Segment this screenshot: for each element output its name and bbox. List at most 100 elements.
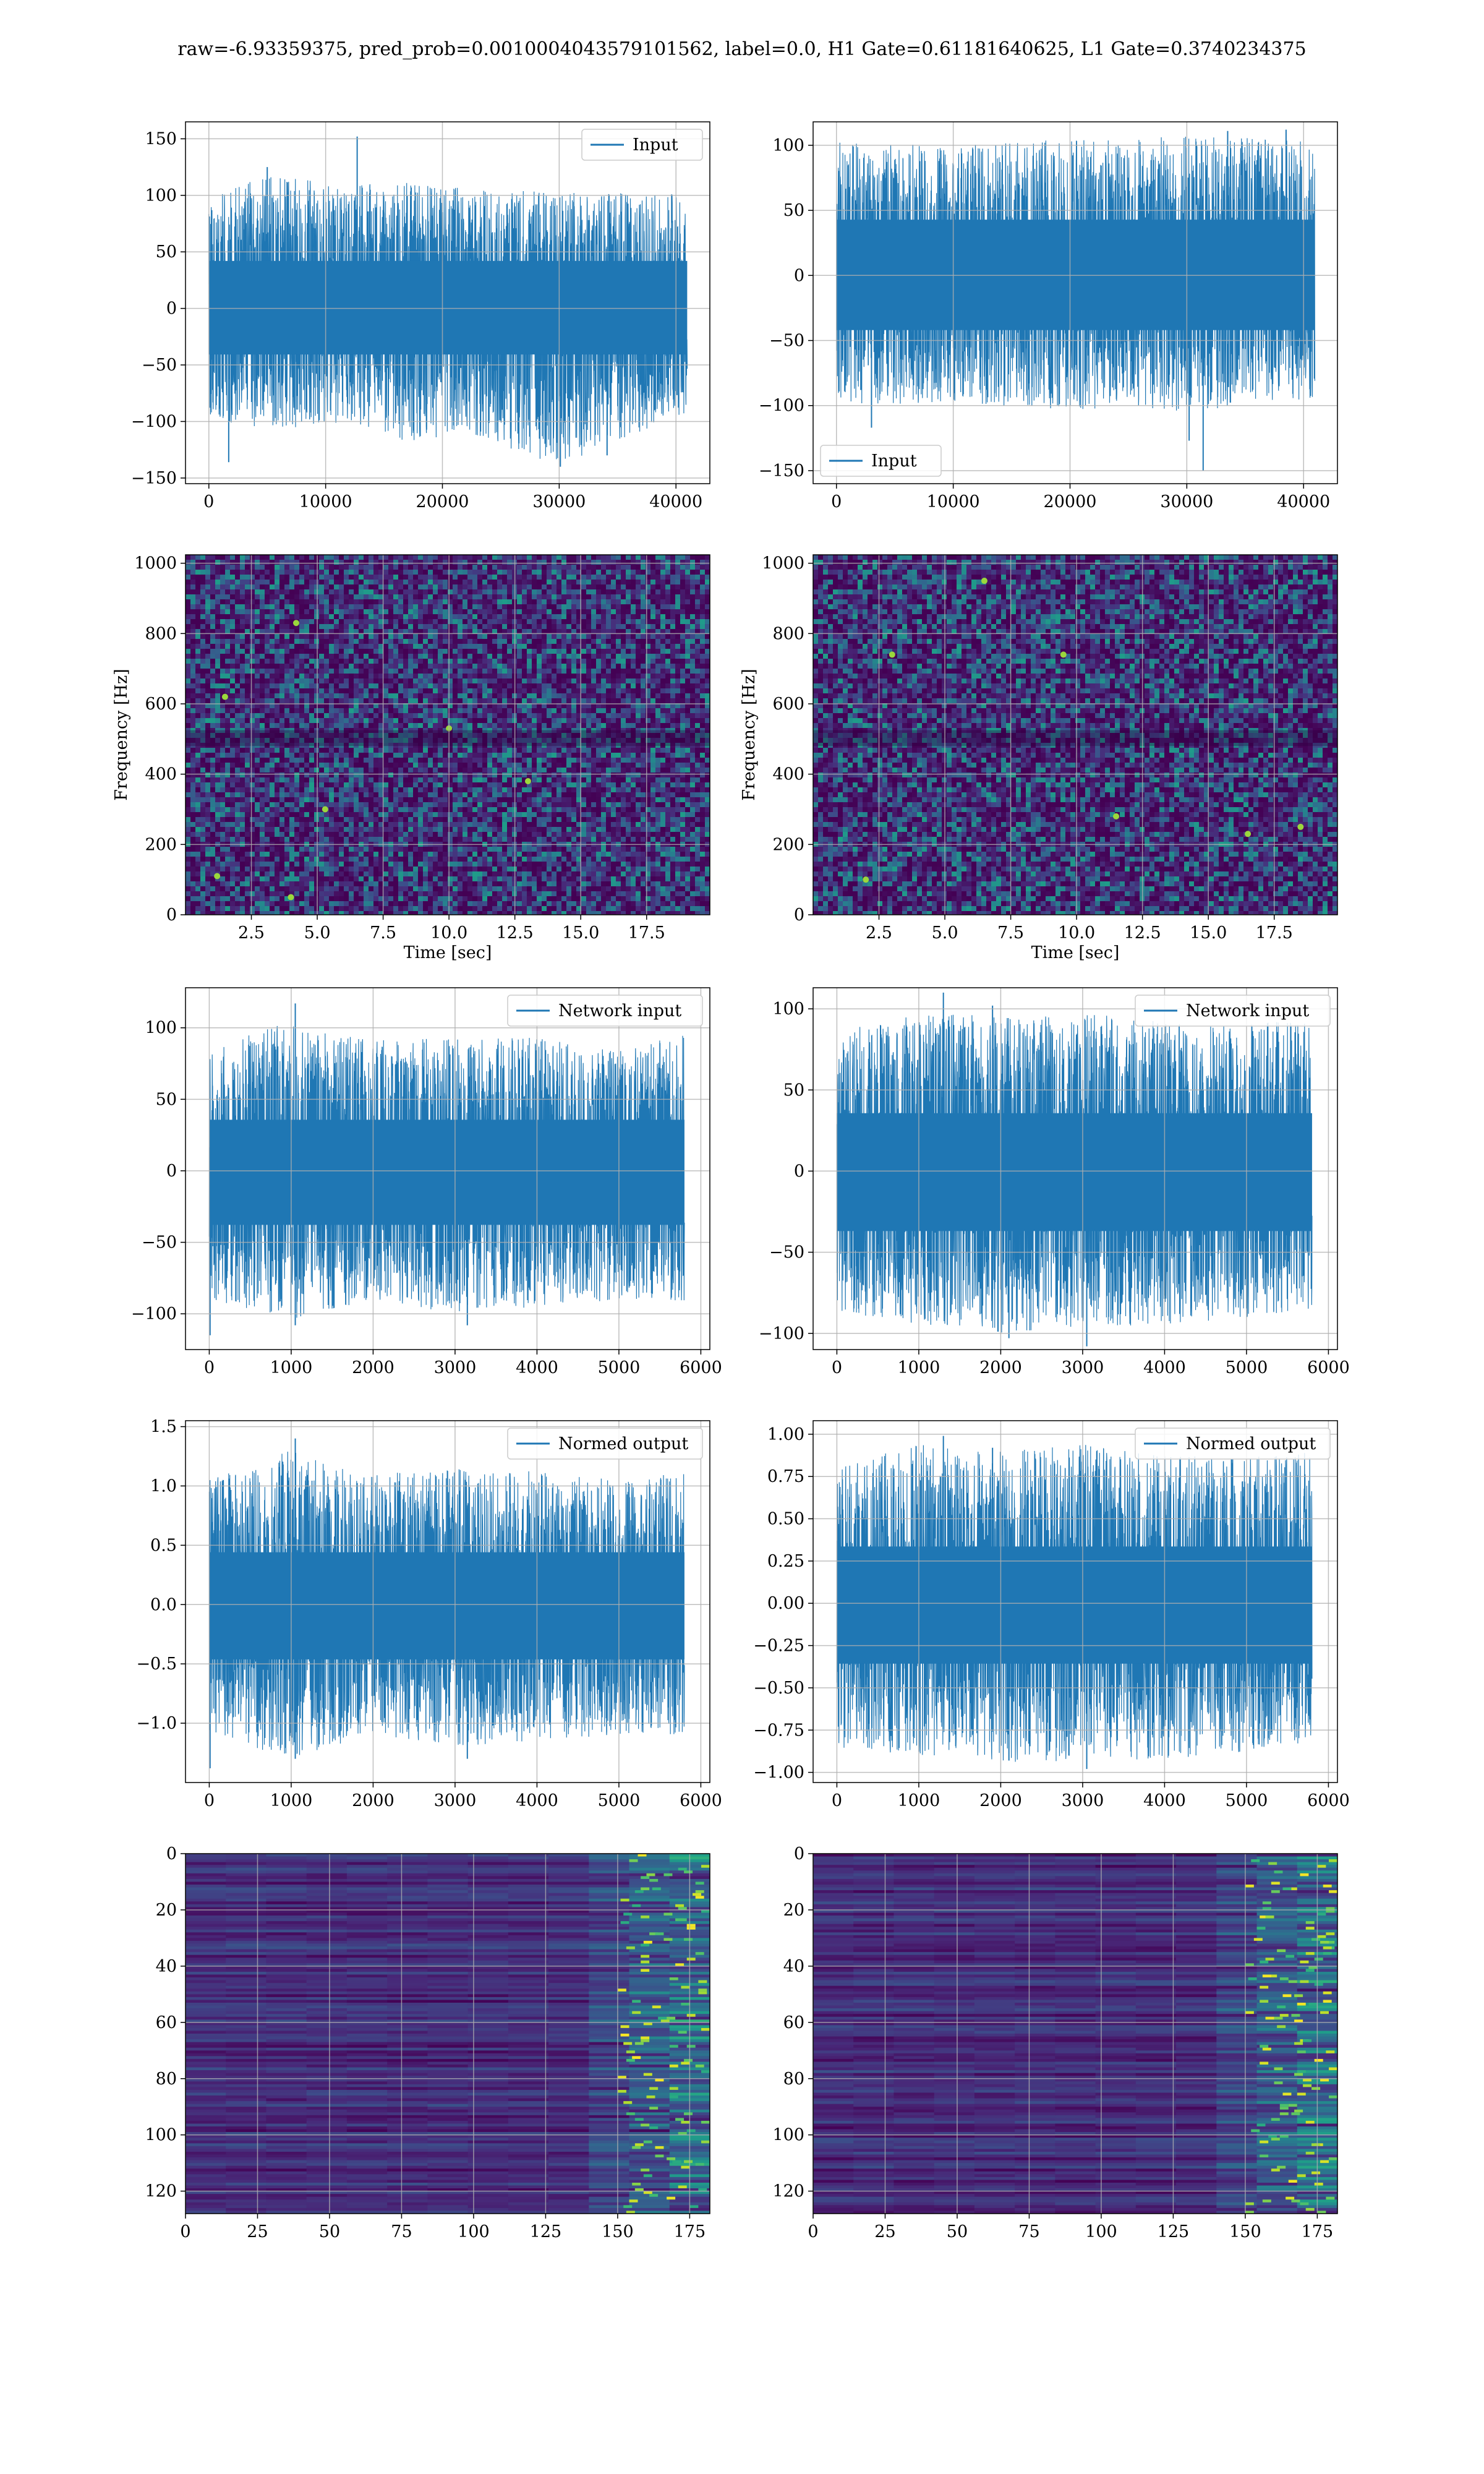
- bright-cell: [684, 1938, 693, 1941]
- bright-cell: [1286, 1954, 1295, 1958]
- bright-cell: [1326, 1909, 1335, 1913]
- bright-cell: [1268, 1862, 1277, 1865]
- x-tick-label: 5000: [1226, 1791, 1268, 1810]
- x-tick-label: 3000: [1062, 1358, 1104, 1377]
- y-tick-label: 800: [772, 624, 804, 643]
- bright-cell: [641, 2036, 650, 2040]
- x-tick-label: 150: [602, 2222, 634, 2241]
- x-tick-label: 0: [180, 2222, 190, 2241]
- bright-cell: [1320, 2011, 1329, 2014]
- bright-cell: [1271, 1881, 1280, 1885]
- bright-cell: [1305, 1969, 1315, 1972]
- bright-cell: [626, 2050, 635, 2054]
- x-tick-label: 17.5: [1256, 923, 1293, 943]
- y-tick-label: −0.50: [753, 1679, 804, 1698]
- bright-cell: [695, 1890, 704, 1894]
- x-tick-label: 50: [319, 2222, 340, 2241]
- bright-cell: [695, 2163, 704, 2167]
- bright-cell: [695, 2065, 704, 2068]
- plot-area: [813, 1854, 1337, 2214]
- legend-label: Network input: [558, 1001, 681, 1021]
- bright-cell: [1305, 2151, 1315, 2155]
- legend-box: [820, 445, 942, 477]
- bright-cell: [684, 2160, 693, 2164]
- bright-cell: [626, 1946, 635, 1950]
- x-axis-label: Time [sec]: [404, 943, 492, 962]
- bright-cell: [667, 2157, 676, 2161]
- bright-cell: [1260, 1915, 1269, 1919]
- y-tick-label: 0: [166, 1162, 177, 1181]
- y-tick-label: −100: [131, 412, 177, 431]
- bright-cell: [1262, 1974, 1271, 1978]
- bright-cell: [620, 2025, 629, 2029]
- plot-area: [836, 992, 1313, 1346]
- chart-netinput-right: 0 1000 2000 3000 4000 5000 6000 −100 −50 0 50 100 Ne…: [759, 987, 1350, 1377]
- x-tick-label: 7.5: [997, 923, 1024, 943]
- hot-pixel: [1245, 831, 1252, 837]
- bright-cell: [641, 1943, 650, 1947]
- x-tick-label: 175: [1302, 2222, 1334, 2241]
- y-tick-label: −0.25: [753, 1637, 804, 1656]
- bright-cell: [1329, 2095, 1337, 2099]
- y-tick-label: −0.5: [136, 1654, 177, 1674]
- y-tick-label: 600: [772, 695, 804, 714]
- bright-cell: [641, 1915, 650, 1919]
- bright-cell: [1279, 2104, 1289, 2107]
- y-tick-label: 100: [145, 186, 177, 205]
- series-core: [209, 1552, 684, 1659]
- bright-cell: [1274, 2067, 1283, 2071]
- series-core: [209, 1119, 684, 1225]
- legend-box: [1135, 1427, 1331, 1460]
- bright-cell: [649, 1932, 659, 1936]
- bright-cell: [695, 1881, 704, 1885]
- plot-area: [186, 555, 710, 915]
- y-tick-label: 0: [794, 905, 804, 925]
- bright-cell: [686, 1927, 696, 1930]
- bright-cell: [1279, 2014, 1289, 2018]
- bright-cell: [1314, 2182, 1323, 2186]
- y-tick-label: 400: [772, 765, 804, 784]
- bright-cell: [1326, 1940, 1335, 1944]
- bright-cell: [686, 2129, 696, 2133]
- legend-box: [581, 129, 703, 161]
- x-tick-label: 2.5: [238, 923, 265, 943]
- chart-features-right: 0 25 50 75 100 125 150 175 0 20 40 60 80 100 120: [772, 1844, 1338, 2241]
- y-tick-label: 20: [783, 1901, 804, 1920]
- bright-cell: [626, 2211, 635, 2214]
- y-tick-label: −50: [142, 356, 177, 375]
- y-tick-label: −150: [131, 469, 177, 488]
- y-tick-label: 40: [783, 1957, 804, 1976]
- x-tick-label: 175: [674, 2222, 706, 2241]
- bright-cell: [623, 2205, 633, 2209]
- bright-cell: [634, 1890, 644, 1894]
- bright-cell: [698, 1980, 707, 1984]
- bright-cell: [1314, 2058, 1323, 2062]
- x-tick-label: 25: [247, 2222, 268, 2241]
- bright-cell: [1294, 1994, 1303, 1998]
- bright-cell: [1282, 1887, 1292, 1891]
- hot-pixel: [889, 651, 895, 658]
- x-tick-label: 2.5: [866, 923, 892, 943]
- bright-cell: [634, 2188, 644, 2192]
- x-tick-label: 20000: [1044, 492, 1097, 511]
- y-tick-label: 50: [783, 201, 804, 220]
- legend-box: [507, 1427, 703, 1460]
- bright-cell: [1251, 2129, 1260, 2133]
- bright-cell: [689, 2205, 699, 2209]
- bright-cell: [701, 2027, 710, 2031]
- x-tick-label: 4000: [516, 1791, 558, 1810]
- bright-cell: [1297, 2174, 1306, 2178]
- bright-cell: [1279, 2134, 1289, 2138]
- bright-cell: [675, 1963, 684, 1967]
- bright-cell: [1314, 1958, 1323, 1961]
- bright-cell: [643, 2022, 652, 2026]
- x-tick-label: 1000: [270, 1358, 313, 1377]
- bright-cell: [1262, 1907, 1271, 1911]
- bright-cell: [1297, 2050, 1306, 2054]
- x-tick-label: 50: [947, 2222, 968, 2241]
- x-tick-label: 12.5: [497, 923, 534, 943]
- bright-cell: [701, 2120, 710, 2124]
- bright-cell: [1294, 2109, 1303, 2113]
- y-tick-label: −150: [759, 461, 804, 481]
- series-core: [837, 1546, 1312, 1664]
